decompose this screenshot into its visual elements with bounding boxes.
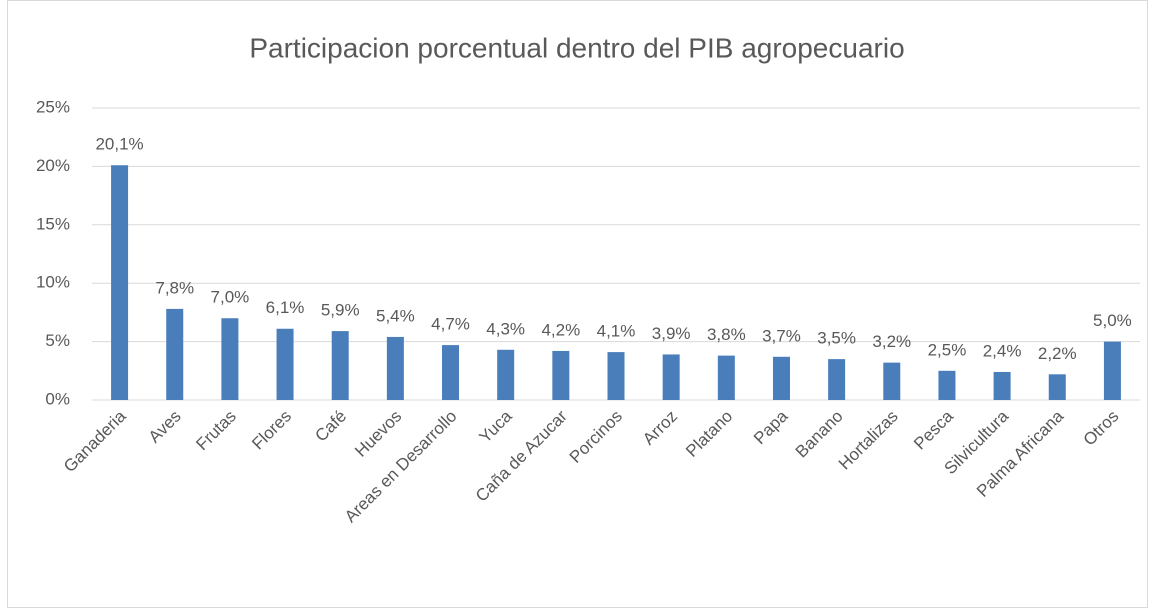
chart-title: Participacion porcentual dentro del PIB … xyxy=(249,32,904,63)
bar xyxy=(938,370,956,400)
bar xyxy=(993,371,1011,400)
bar xyxy=(1048,374,1066,400)
bar xyxy=(717,355,735,400)
data-label: 3,9% xyxy=(652,324,691,343)
bar xyxy=(552,350,570,400)
bar xyxy=(111,165,129,400)
bar xyxy=(497,349,515,400)
y-tick-label: 0% xyxy=(45,389,70,408)
bar xyxy=(662,354,680,400)
bar xyxy=(607,352,625,400)
data-label: 3,7% xyxy=(762,326,801,345)
chart-border xyxy=(7,0,1148,608)
y-tick-label: 25% xyxy=(36,97,70,116)
y-tick-label: 5% xyxy=(45,331,70,350)
bar xyxy=(166,308,184,400)
bar xyxy=(386,336,404,400)
data-label: 7,0% xyxy=(211,288,250,307)
y-tick-label: 10% xyxy=(36,273,70,292)
data-label: 4,2% xyxy=(541,320,580,339)
data-label: 5,0% xyxy=(1093,311,1132,330)
data-label: 2,2% xyxy=(1038,344,1077,363)
y-tick-label: 15% xyxy=(36,214,70,233)
bar xyxy=(1103,341,1121,400)
data-label: 3,5% xyxy=(817,329,856,348)
data-label: 6,1% xyxy=(266,298,305,317)
data-label: 5,9% xyxy=(321,301,360,320)
data-label: 3,2% xyxy=(872,332,911,351)
data-label: 20,1% xyxy=(95,135,143,154)
bar xyxy=(828,359,846,400)
bar xyxy=(276,328,294,400)
data-label: 2,4% xyxy=(983,341,1022,360)
bar xyxy=(331,331,349,400)
data-label: 3,8% xyxy=(707,325,746,344)
bar xyxy=(442,345,460,400)
data-label: 4,1% xyxy=(597,322,636,341)
data-label: 2,5% xyxy=(928,340,967,359)
data-label: 7,8% xyxy=(155,278,194,297)
data-label: 4,7% xyxy=(431,315,470,334)
bar xyxy=(221,318,239,400)
bar xyxy=(772,356,790,400)
bar xyxy=(883,362,901,400)
data-label: 5,4% xyxy=(376,306,415,325)
y-tick-label: 20% xyxy=(36,156,70,175)
data-label: 4,3% xyxy=(486,319,525,338)
